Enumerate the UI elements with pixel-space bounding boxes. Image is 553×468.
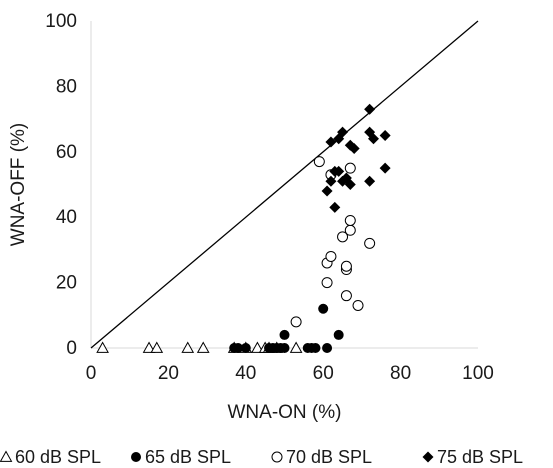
data-point	[313, 156, 325, 168]
y-tick-label: 0	[66, 338, 77, 359]
data-point	[325, 136, 337, 148]
series-4	[321, 103, 391, 213]
legend-label: 65 dB SPL	[145, 447, 231, 467]
legend-marker	[131, 452, 141, 462]
data-point	[344, 162, 356, 174]
legend-item: 75 dB SPL	[422, 447, 523, 467]
data-point	[310, 343, 321, 353]
data-point	[325, 175, 337, 187]
legend: 60 dB SPL 65 dB SPL 70 dB SPL 75 dB SPL	[0, 447, 523, 467]
data-point	[321, 277, 333, 289]
data-point	[321, 185, 333, 197]
data-point	[337, 126, 349, 138]
data-point	[322, 343, 333, 353]
series-2	[229, 303, 344, 353]
data-point	[181, 341, 195, 353]
data-point	[344, 224, 356, 236]
data-point	[329, 201, 341, 213]
legend-marker	[0, 450, 13, 462]
legend-item: 65 dB SPL	[131, 447, 231, 467]
data-point	[344, 214, 356, 226]
data-point	[318, 303, 329, 314]
x-tick-label: 100	[462, 363, 494, 384]
data-point	[340, 260, 352, 272]
data-point	[240, 343, 251, 353]
data-point	[368, 133, 380, 145]
data-point	[352, 299, 364, 311]
data-point	[233, 343, 244, 353]
data-point	[364, 175, 376, 187]
data-point	[348, 143, 360, 155]
data-point	[251, 341, 264, 353]
legend-label: 60 dB SPL	[15, 447, 101, 467]
legend-item: 70 dB SPL	[271, 447, 372, 467]
data-point	[290, 316, 302, 328]
data-point	[142, 341, 156, 353]
identity-line	[90, 20, 479, 349]
data-point	[379, 129, 391, 141]
x-tick-label: 80	[390, 363, 411, 384]
x-axis-ticks: 0 20 40 60 80 100	[86, 363, 494, 384]
x-tick-label: 40	[235, 363, 256, 384]
legend-marker	[271, 451, 283, 463]
data-point	[364, 103, 376, 115]
x-tick-label: 0	[86, 363, 97, 384]
legend-marker	[422, 451, 434, 463]
y-tick-label: 100	[45, 11, 77, 32]
x-axis-label: WNA-ON (%)	[228, 402, 342, 423]
legend-item: 60 dB SPL	[0, 447, 101, 467]
data-point	[333, 329, 344, 340]
y-tick-label: 60	[56, 142, 77, 163]
x-tick-label: 60	[313, 363, 334, 384]
y-tick-label: 20	[56, 273, 77, 294]
series-3	[290, 156, 376, 328]
data-point	[344, 179, 356, 190]
data-point	[364, 237, 376, 249]
x-tick-label: 20	[158, 363, 179, 384]
data-point	[279, 329, 290, 340]
y-tick-label: 80	[56, 76, 77, 97]
data-point	[340, 290, 352, 302]
legend-label: 75 dB SPL	[437, 447, 523, 467]
data-point	[379, 162, 391, 174]
y-axis-label: WNA-OFF (%)	[8, 123, 29, 246]
legend-label: 70 dB SPL	[286, 447, 372, 467]
data-point	[150, 341, 164, 353]
y-tick-label: 40	[56, 207, 77, 228]
y-axis-ticks: 0 20 40 60 80 100	[45, 11, 77, 359]
data-point	[325, 250, 337, 262]
data-point	[337, 231, 349, 243]
data-point	[196, 341, 210, 353]
plot-area	[90, 20, 479, 353]
data-point	[333, 165, 345, 177]
data-point	[279, 343, 290, 353]
data-point	[289, 341, 303, 353]
data-point	[96, 341, 109, 353]
